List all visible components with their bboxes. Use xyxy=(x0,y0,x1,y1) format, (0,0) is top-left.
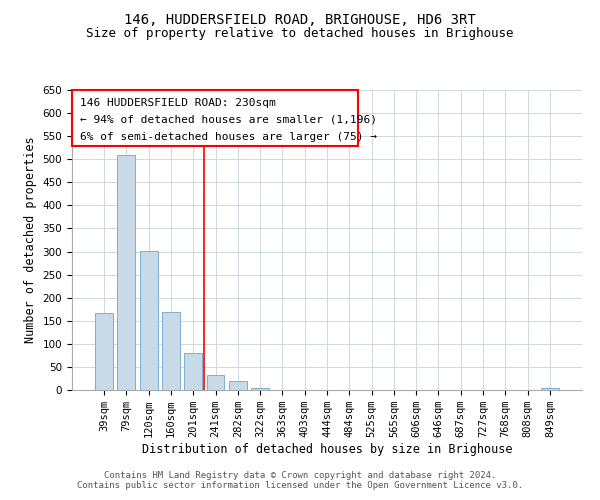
Bar xyxy=(184,353,202,390)
Bar xyxy=(251,388,269,390)
Y-axis label: Number of detached properties: Number of detached properties xyxy=(24,136,37,344)
Text: Size of property relative to detached houses in Brighouse: Size of property relative to detached ho… xyxy=(86,28,514,40)
Bar xyxy=(162,312,180,390)
FancyBboxPatch shape xyxy=(72,90,358,146)
Text: 146, HUDDERSFIELD ROAD, BRIGHOUSE, HD6 3RT: 146, HUDDERSFIELD ROAD, BRIGHOUSE, HD6 3… xyxy=(124,12,476,26)
Bar xyxy=(95,313,113,390)
Bar xyxy=(541,388,559,390)
Bar xyxy=(229,381,247,390)
Text: 6% of semi-detached houses are larger (75) →: 6% of semi-detached houses are larger (7… xyxy=(80,132,377,142)
Bar xyxy=(118,154,136,390)
Text: 146 HUDDERSFIELD ROAD: 230sqm: 146 HUDDERSFIELD ROAD: 230sqm xyxy=(80,98,275,108)
Text: Contains HM Land Registry data © Crown copyright and database right 2024.
Contai: Contains HM Land Registry data © Crown c… xyxy=(77,470,523,490)
Bar xyxy=(140,250,158,390)
Bar xyxy=(206,375,224,390)
X-axis label: Distribution of detached houses by size in Brighouse: Distribution of detached houses by size … xyxy=(142,443,512,456)
Text: ← 94% of detached houses are smaller (1,196): ← 94% of detached houses are smaller (1,… xyxy=(80,115,377,125)
